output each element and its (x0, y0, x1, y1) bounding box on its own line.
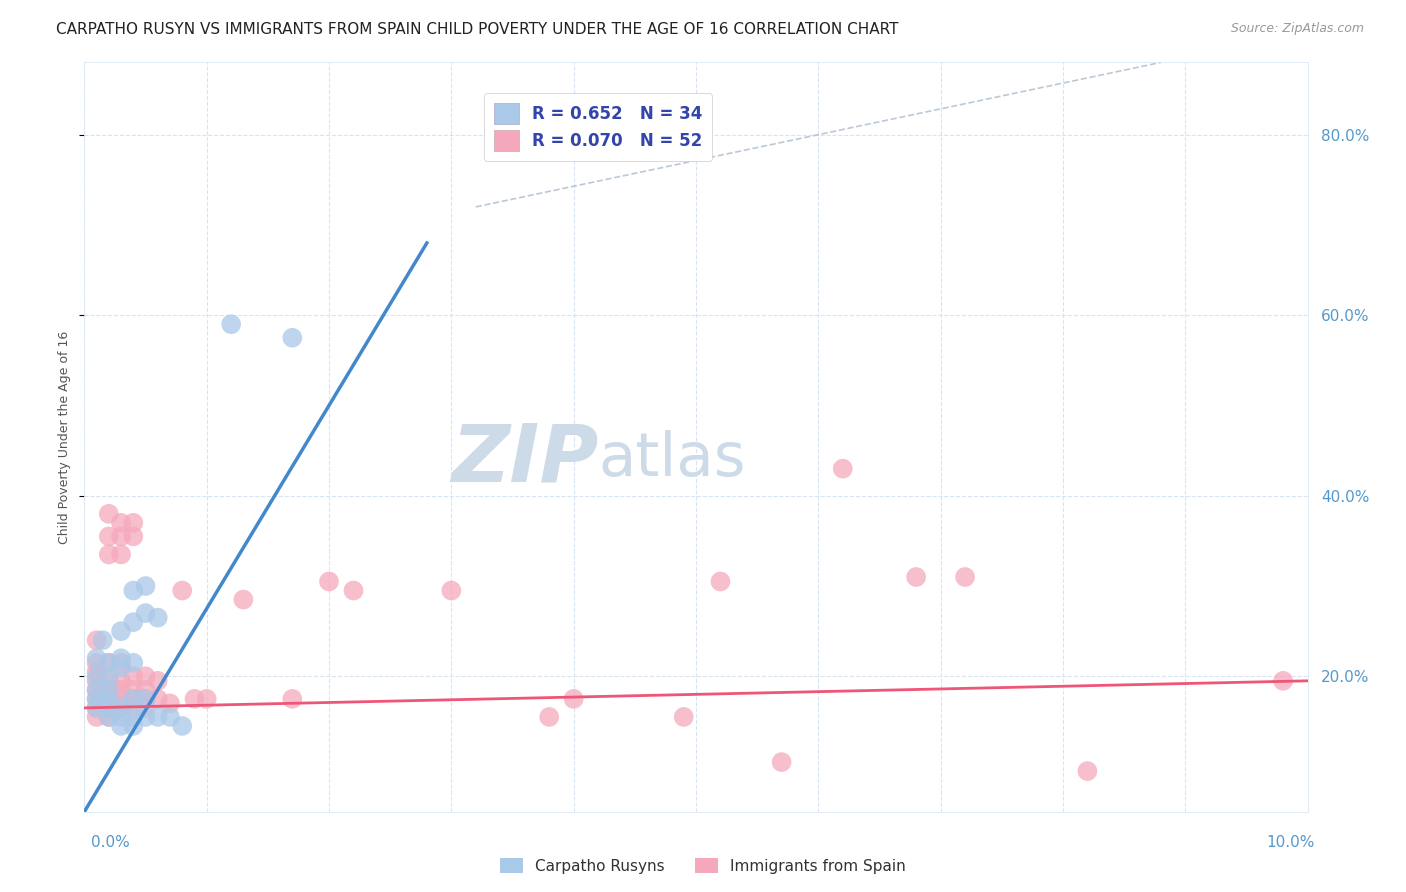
Point (86, 633, 108, 648)
Point (146, 710, 169, 724)
Point (86, 691, 108, 706)
Point (135, 682, 157, 697)
Point (110, 624, 132, 639)
Point (831, 461, 853, 475)
Point (86, 651, 108, 665)
Point (159, 710, 181, 724)
Point (110, 516, 132, 530)
Point (770, 755, 793, 769)
Point (86, 701, 108, 715)
Point (97, 669, 120, 683)
Point (122, 710, 145, 724)
Point (86, 701, 108, 715)
Point (953, 570, 976, 584)
Point (146, 691, 169, 706)
Point (97, 682, 120, 697)
Point (709, 574, 731, 589)
Point (97, 548, 120, 562)
Point (97, 682, 120, 697)
Point (195, 691, 218, 706)
Point (135, 579, 157, 593)
Point (122, 691, 145, 706)
Point (110, 682, 132, 697)
Point (97, 710, 120, 724)
Y-axis label: Child Poverty Under the Age of 16: Child Poverty Under the Age of 16 (58, 330, 72, 544)
Point (135, 691, 157, 706)
Point (122, 691, 145, 706)
Point (97, 710, 120, 724)
Legend: R = 0.652   N = 34, R = 0.070   N = 52: R = 0.652 N = 34, R = 0.070 N = 52 (484, 94, 713, 161)
Point (110, 660, 132, 674)
Point (97, 673, 120, 688)
Point (86, 656, 108, 670)
Point (135, 710, 157, 724)
Point (110, 710, 132, 724)
Point (110, 656, 132, 670)
Point (135, 669, 157, 683)
Point (86, 673, 108, 688)
Point (1272, 673, 1295, 688)
Point (538, 710, 561, 724)
Point (122, 583, 145, 598)
Point (97, 656, 120, 670)
Point (110, 701, 132, 715)
Point (1076, 764, 1098, 778)
Point (172, 719, 194, 733)
Point (86, 710, 108, 724)
Point (172, 583, 194, 598)
Point (183, 691, 205, 706)
Point (97, 529, 120, 543)
Point (135, 701, 157, 715)
Point (159, 697, 181, 711)
Point (672, 710, 695, 724)
Point (281, 331, 304, 345)
Point (318, 574, 340, 589)
Point (122, 719, 145, 733)
Point (110, 719, 132, 733)
Point (97, 656, 120, 670)
Point (122, 516, 145, 530)
Point (97, 701, 120, 715)
Point (342, 583, 364, 598)
Text: 10.0%: 10.0% (1267, 836, 1315, 850)
Point (110, 529, 132, 543)
Text: atlas: atlas (598, 430, 745, 489)
Point (122, 529, 145, 543)
Point (219, 317, 242, 331)
Point (110, 691, 132, 706)
Point (86, 691, 108, 706)
Point (135, 606, 157, 620)
Point (110, 651, 132, 665)
Text: Source: ZipAtlas.com: Source: ZipAtlas.com (1230, 22, 1364, 36)
Point (122, 615, 145, 629)
Point (86, 669, 108, 683)
Point (110, 548, 132, 562)
Point (110, 673, 132, 688)
Point (232, 592, 254, 607)
Point (281, 691, 304, 706)
Point (97, 691, 120, 706)
Text: CARPATHO RUSYN VS IMMIGRANTS FROM SPAIN CHILD POVERTY UNDER THE AGE OF 16 CORREL: CARPATHO RUSYN VS IMMIGRANTS FROM SPAIN … (56, 22, 898, 37)
Point (122, 682, 145, 697)
Point (905, 570, 928, 584)
Point (86, 682, 108, 697)
Point (122, 669, 145, 683)
Point (86, 665, 108, 679)
Point (440, 583, 463, 598)
Point (135, 691, 157, 706)
Text: ZIP: ZIP (451, 420, 598, 499)
Point (97, 691, 120, 706)
Point (110, 701, 132, 715)
Point (86, 682, 108, 697)
Legend: Carpatho Rusyns, Immigrants from Spain: Carpatho Rusyns, Immigrants from Spain (494, 852, 912, 880)
Point (97, 701, 120, 715)
Point (146, 673, 169, 688)
Point (562, 691, 585, 706)
Point (122, 656, 145, 670)
Point (91, 633, 114, 648)
Point (146, 610, 169, 624)
Text: 0.0%: 0.0% (91, 836, 131, 850)
Point (122, 701, 145, 715)
Point (97, 507, 120, 521)
